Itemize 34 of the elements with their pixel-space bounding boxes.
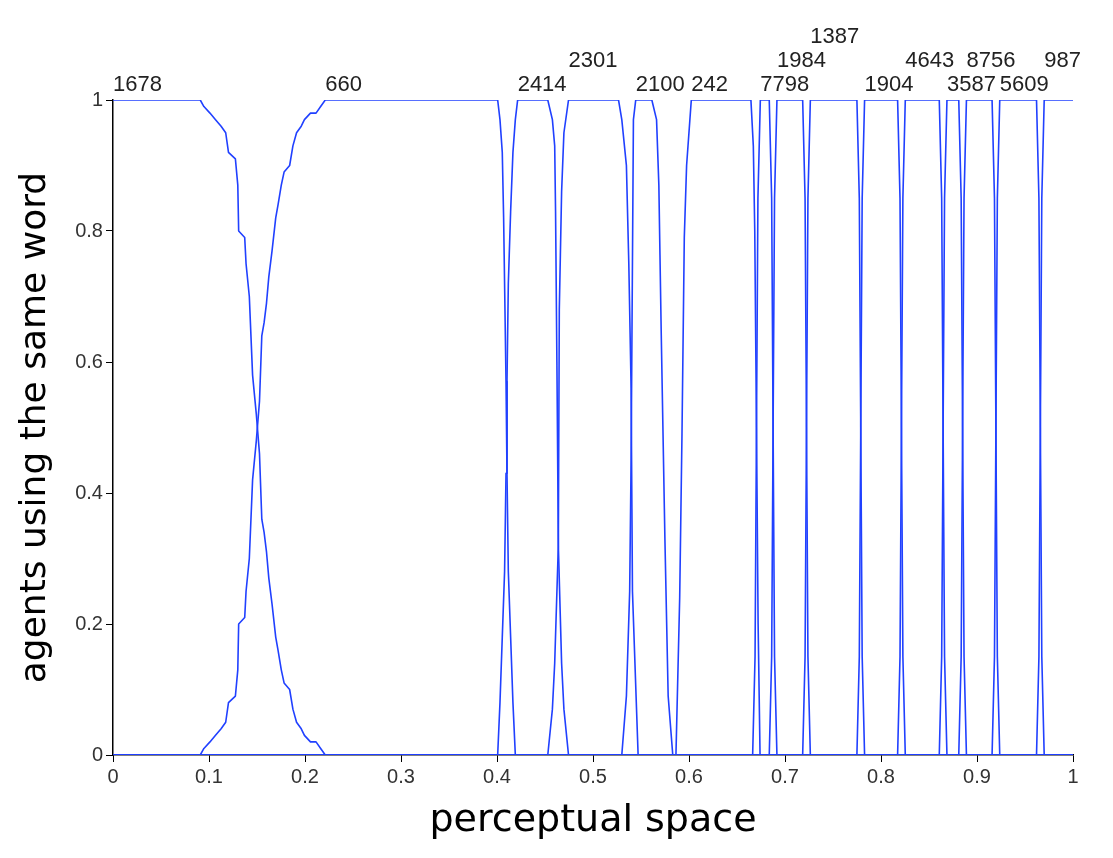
y-tick-label: 0.6	[75, 349, 103, 372]
x-tick-label: 0.9	[963, 764, 991, 787]
annotation: 2414	[517, 71, 567, 97]
x-tick-label: 0.6	[675, 764, 703, 787]
y-tick-label: 1	[91, 87, 103, 110]
annotation: 987	[1044, 47, 1081, 73]
annotation: 5609	[999, 71, 1049, 97]
y-axis-title: agents using the same word	[11, 171, 53, 684]
annotation: 1904	[864, 71, 914, 97]
annotation: 2301	[568, 47, 618, 73]
annotation: 2100	[635, 71, 685, 97]
x-tick-label: 0	[107, 764, 119, 787]
x-tick-label: 0.4	[483, 764, 511, 787]
annotation: 660	[325, 71, 362, 97]
annotation: 8756	[966, 47, 1016, 73]
x-tick-label: 0.8	[867, 764, 895, 787]
annotation: 1387	[810, 23, 860, 49]
annotation: 7798	[760, 71, 810, 97]
annotation: 1678	[113, 71, 162, 97]
x-tick-label: 1	[1067, 764, 1079, 787]
x-tick-label: 0.3	[387, 764, 415, 787]
y-tick-label: 0.8	[75, 218, 103, 241]
y-tick-label: 0.2	[75, 611, 103, 634]
x-tick-label: 0.1	[195, 764, 223, 787]
annotation: 3587	[946, 71, 996, 97]
annotation: 1984	[776, 47, 826, 73]
y-tick-label: 0	[91, 742, 103, 765]
x-axis-title: perceptual space	[429, 796, 757, 841]
x-tick-label: 0.5	[579, 764, 607, 787]
annotation: 4643	[905, 47, 955, 73]
x-tick-label: 0.2	[291, 764, 319, 787]
y-tick-label: 0.4	[75, 480, 103, 503]
annotation: 242	[691, 71, 729, 97]
x-tick-label: 0.7	[771, 764, 799, 787]
